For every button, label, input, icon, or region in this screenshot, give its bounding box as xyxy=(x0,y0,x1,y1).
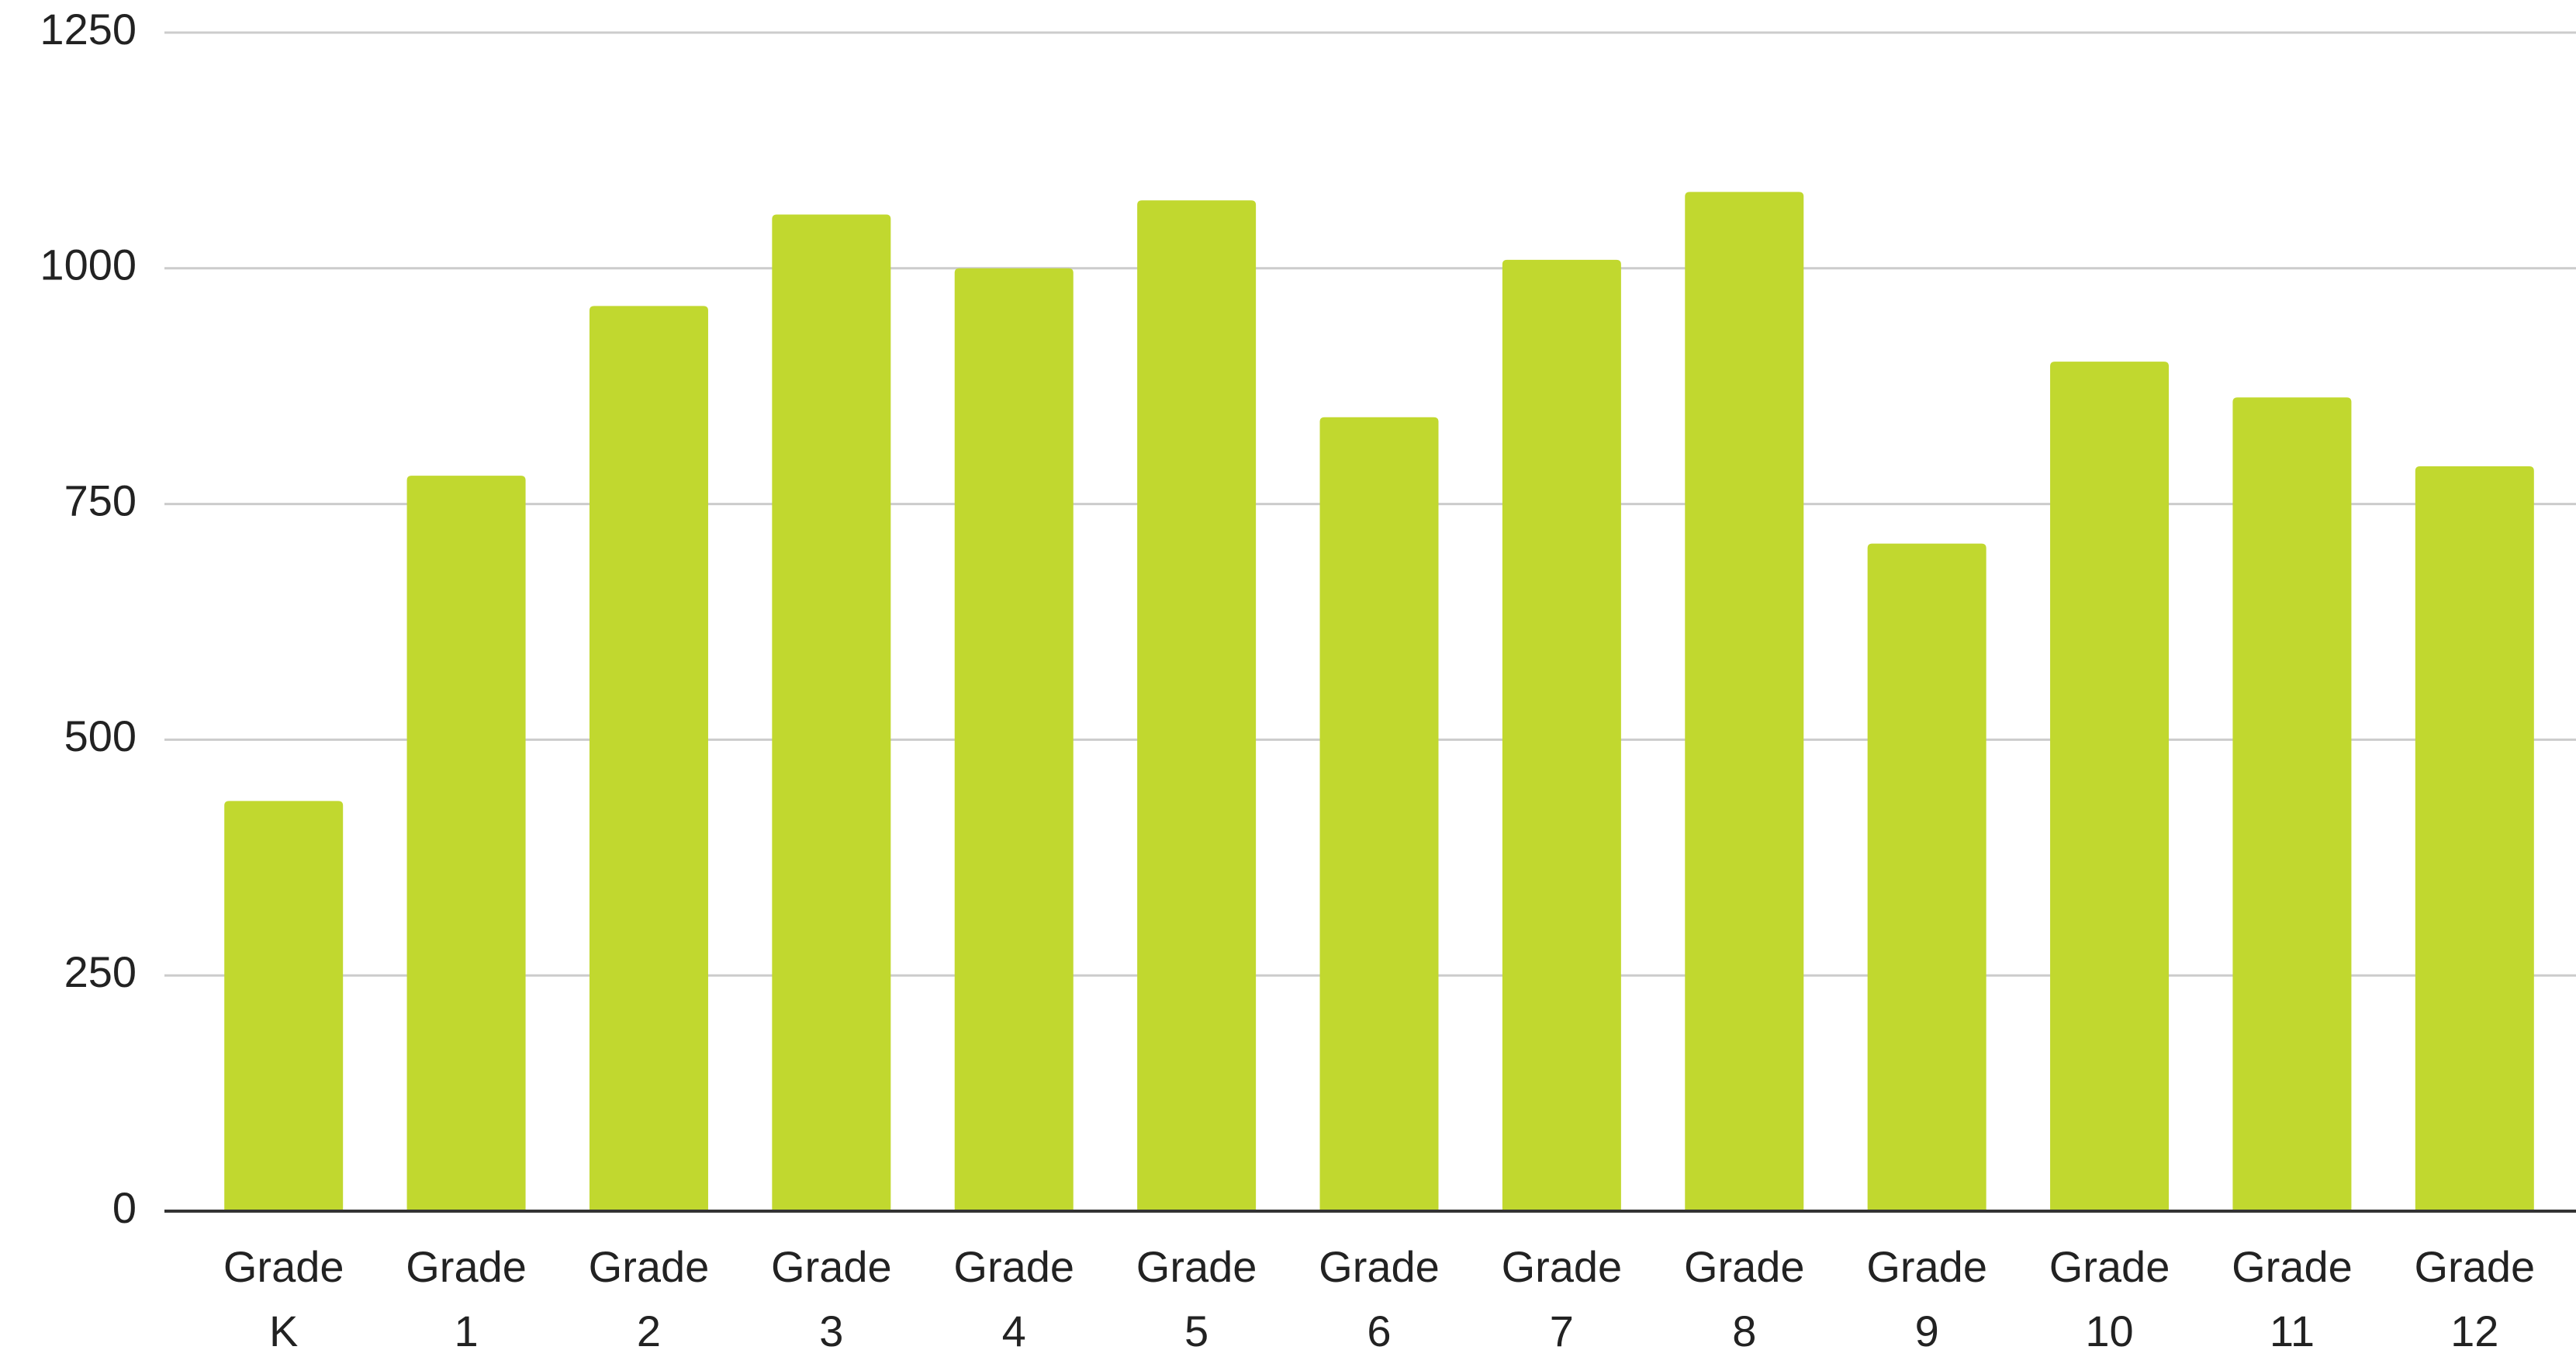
x-tick-label: Grade 8 xyxy=(1684,1242,1805,1355)
x-tick-label: Grade 10 xyxy=(2049,1242,2170,1355)
bar xyxy=(2232,397,2352,1211)
x-tick-label: Grade 1 xyxy=(406,1242,527,1355)
x-tick-label: Grade 6 xyxy=(1319,1242,1440,1355)
y-tick-label: 1250 xyxy=(40,5,137,54)
x-tick-label: Grade 2 xyxy=(589,1242,710,1355)
bar xyxy=(2050,362,2170,1212)
bar xyxy=(1319,417,1439,1211)
bar xyxy=(954,268,1074,1211)
bar xyxy=(224,801,344,1211)
y-tick-label: 500 xyxy=(64,711,137,760)
bar xyxy=(1685,192,1804,1212)
x-tick-label: Grade 3 xyxy=(771,1242,892,1355)
y-tick-label: 250 xyxy=(64,947,137,996)
x-tick-label: Grade 7 xyxy=(1502,1242,1623,1355)
bar xyxy=(1137,200,1257,1211)
y-tick-label: 1000 xyxy=(40,241,137,289)
x-tick-label: Grade K xyxy=(223,1242,344,1355)
y-tick-label: 0 xyxy=(112,1183,137,1232)
bar xyxy=(772,214,891,1212)
bar xyxy=(406,476,526,1211)
bar xyxy=(1502,259,1621,1212)
x-tick-label: Grade 9 xyxy=(1866,1242,1987,1355)
bar xyxy=(2415,466,2534,1211)
bar xyxy=(1867,543,1986,1211)
x-tick-label: Grade 12 xyxy=(2414,1242,2535,1355)
x-tick-label: Grade 11 xyxy=(2232,1242,2353,1355)
bar xyxy=(589,306,708,1212)
x-tick-label: Grade 5 xyxy=(1136,1242,1257,1355)
x-tick-label: Grade 4 xyxy=(953,1242,1074,1355)
y-tick-label: 750 xyxy=(64,476,137,524)
